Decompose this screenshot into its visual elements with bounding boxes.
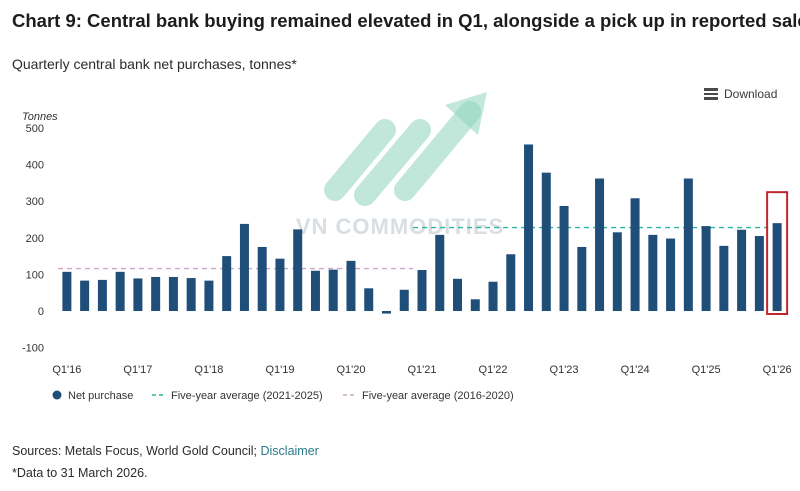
bar xyxy=(453,278,463,311)
x-tick-label: Q1'23 xyxy=(550,364,579,376)
bar xyxy=(417,270,427,311)
bar xyxy=(506,254,516,311)
y-tick-label: 100 xyxy=(26,269,44,281)
bar xyxy=(381,311,391,314)
chart-title: Chart 9: Central bank buying remained el… xyxy=(12,10,800,31)
bar xyxy=(222,256,232,311)
bar xyxy=(62,271,72,311)
bar xyxy=(612,232,622,311)
bar xyxy=(239,223,249,311)
x-tick-label: Q1'18 xyxy=(194,364,223,376)
x-tick-label: Q1'19 xyxy=(265,364,294,376)
bar xyxy=(541,172,551,311)
bar xyxy=(364,288,374,311)
bar xyxy=(648,234,658,311)
bar xyxy=(577,246,587,311)
x-tick-label: Q1'21 xyxy=(407,364,436,376)
x-tick-label: Q1'20 xyxy=(336,364,365,376)
x-tick-label: Q1'24 xyxy=(621,364,650,376)
highlight-box xyxy=(766,191,789,315)
bar xyxy=(204,280,214,311)
sources-text: Sources: Metals Focus, World Gold Counci… xyxy=(12,444,261,458)
y-tick-label: 400 xyxy=(26,160,44,172)
bar xyxy=(630,198,640,311)
watermark-stripe xyxy=(324,119,396,201)
legend: Net purchase Five-year average (2021-2025… xyxy=(52,390,514,402)
bar xyxy=(168,276,178,311)
disclaimer-link[interactable]: Disclaimer xyxy=(260,444,319,458)
x-axis: Q1'16 Q1'17 Q1'18 Q1'19 Q1'20 Q1'21 Q1'22 Q1'23… xyxy=(52,364,791,376)
watermark-arrow-head xyxy=(445,92,487,135)
x-tick-label: Q1'22 xyxy=(479,364,508,376)
x-tick-label: Q1'17 xyxy=(123,364,152,376)
bar xyxy=(435,234,445,311)
bar xyxy=(666,238,676,311)
watermark-text: VN COMMODITIES xyxy=(296,214,504,239)
menu-icon xyxy=(704,88,718,100)
bar xyxy=(488,281,498,311)
bar xyxy=(701,226,711,311)
y-tick-label: -100 xyxy=(22,343,44,355)
bar xyxy=(275,258,285,311)
bar xyxy=(719,245,729,311)
bar xyxy=(97,279,107,311)
legend-marker-net-purchase xyxy=(52,390,62,400)
bar xyxy=(754,235,764,311)
chart-subtitle: Quarterly central bank net purchases, to… xyxy=(12,56,297,72)
bar xyxy=(595,178,605,311)
bar xyxy=(310,270,320,311)
data-note: *Data to 31 March 2026. xyxy=(12,466,148,480)
bar xyxy=(772,223,782,311)
x-tick-label: Q1'16 xyxy=(52,364,81,376)
bar xyxy=(186,278,196,311)
bar xyxy=(115,271,125,311)
bar xyxy=(683,178,693,311)
watermark: VN COMMODITIES xyxy=(296,92,504,239)
bar xyxy=(80,280,90,311)
legend-label-avg-2016-2020: Five-year average (2016-2020) xyxy=(362,390,514,402)
bar xyxy=(470,299,480,311)
y-tick-label: 200 xyxy=(26,233,44,245)
download-button[interactable]: Download xyxy=(704,87,777,101)
download-label: Download xyxy=(724,87,778,101)
bar xyxy=(346,260,356,311)
bar xyxy=(328,269,338,311)
bar xyxy=(257,246,267,311)
watermark-arrow-shaft xyxy=(394,101,481,201)
legend-label-avg-2021-2025: Five-year average (2021-2025) xyxy=(171,390,323,402)
x-tick-label: Q1'26 xyxy=(763,364,792,376)
x-tick-label: Q1'25 xyxy=(692,364,721,376)
y-axis-label: Tonnes xyxy=(22,111,58,123)
legend-label-net-purchase: Net purchase xyxy=(68,390,133,402)
sources-line: Sources: Metals Focus, World Gold Counci… xyxy=(12,444,319,458)
bar xyxy=(737,229,747,311)
bars xyxy=(62,144,789,315)
bar xyxy=(151,276,161,311)
y-tick-label: 500 xyxy=(26,123,44,135)
bar xyxy=(524,144,534,311)
bar xyxy=(399,289,409,311)
y-tick-label: 0 xyxy=(38,306,44,318)
bar xyxy=(293,229,303,311)
bar xyxy=(133,278,143,311)
bar xyxy=(559,205,569,311)
watermark-stripe xyxy=(354,119,431,206)
y-tick-label: 300 xyxy=(26,196,44,208)
